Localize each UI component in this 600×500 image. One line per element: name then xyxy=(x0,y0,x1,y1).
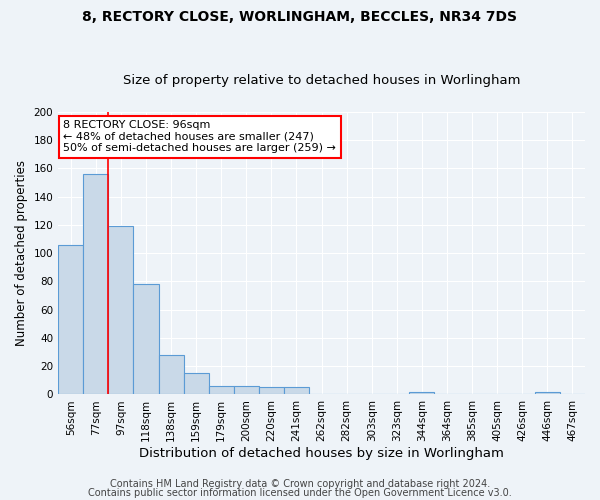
Bar xyxy=(259,388,284,394)
Bar xyxy=(535,392,560,394)
Bar xyxy=(158,355,184,395)
Text: Contains public sector information licensed under the Open Government Licence v3: Contains public sector information licen… xyxy=(88,488,512,498)
Bar xyxy=(284,388,309,394)
Bar xyxy=(109,226,133,394)
Bar xyxy=(58,244,83,394)
Bar xyxy=(184,374,209,394)
Text: 8, RECTORY CLOSE, WORLINGHAM, BECCLES, NR34 7DS: 8, RECTORY CLOSE, WORLINGHAM, BECCLES, N… xyxy=(83,10,517,24)
Bar xyxy=(83,174,109,394)
Bar xyxy=(234,386,259,394)
Bar xyxy=(133,284,158,395)
Text: 8 RECTORY CLOSE: 96sqm
← 48% of detached houses are smaller (247)
50% of semi-de: 8 RECTORY CLOSE: 96sqm ← 48% of detached… xyxy=(64,120,337,154)
Bar xyxy=(409,392,434,394)
Text: Contains HM Land Registry data © Crown copyright and database right 2024.: Contains HM Land Registry data © Crown c… xyxy=(110,479,490,489)
Title: Size of property relative to detached houses in Worlingham: Size of property relative to detached ho… xyxy=(123,74,520,87)
Y-axis label: Number of detached properties: Number of detached properties xyxy=(15,160,28,346)
Bar xyxy=(209,386,234,394)
X-axis label: Distribution of detached houses by size in Worlingham: Distribution of detached houses by size … xyxy=(139,447,504,460)
